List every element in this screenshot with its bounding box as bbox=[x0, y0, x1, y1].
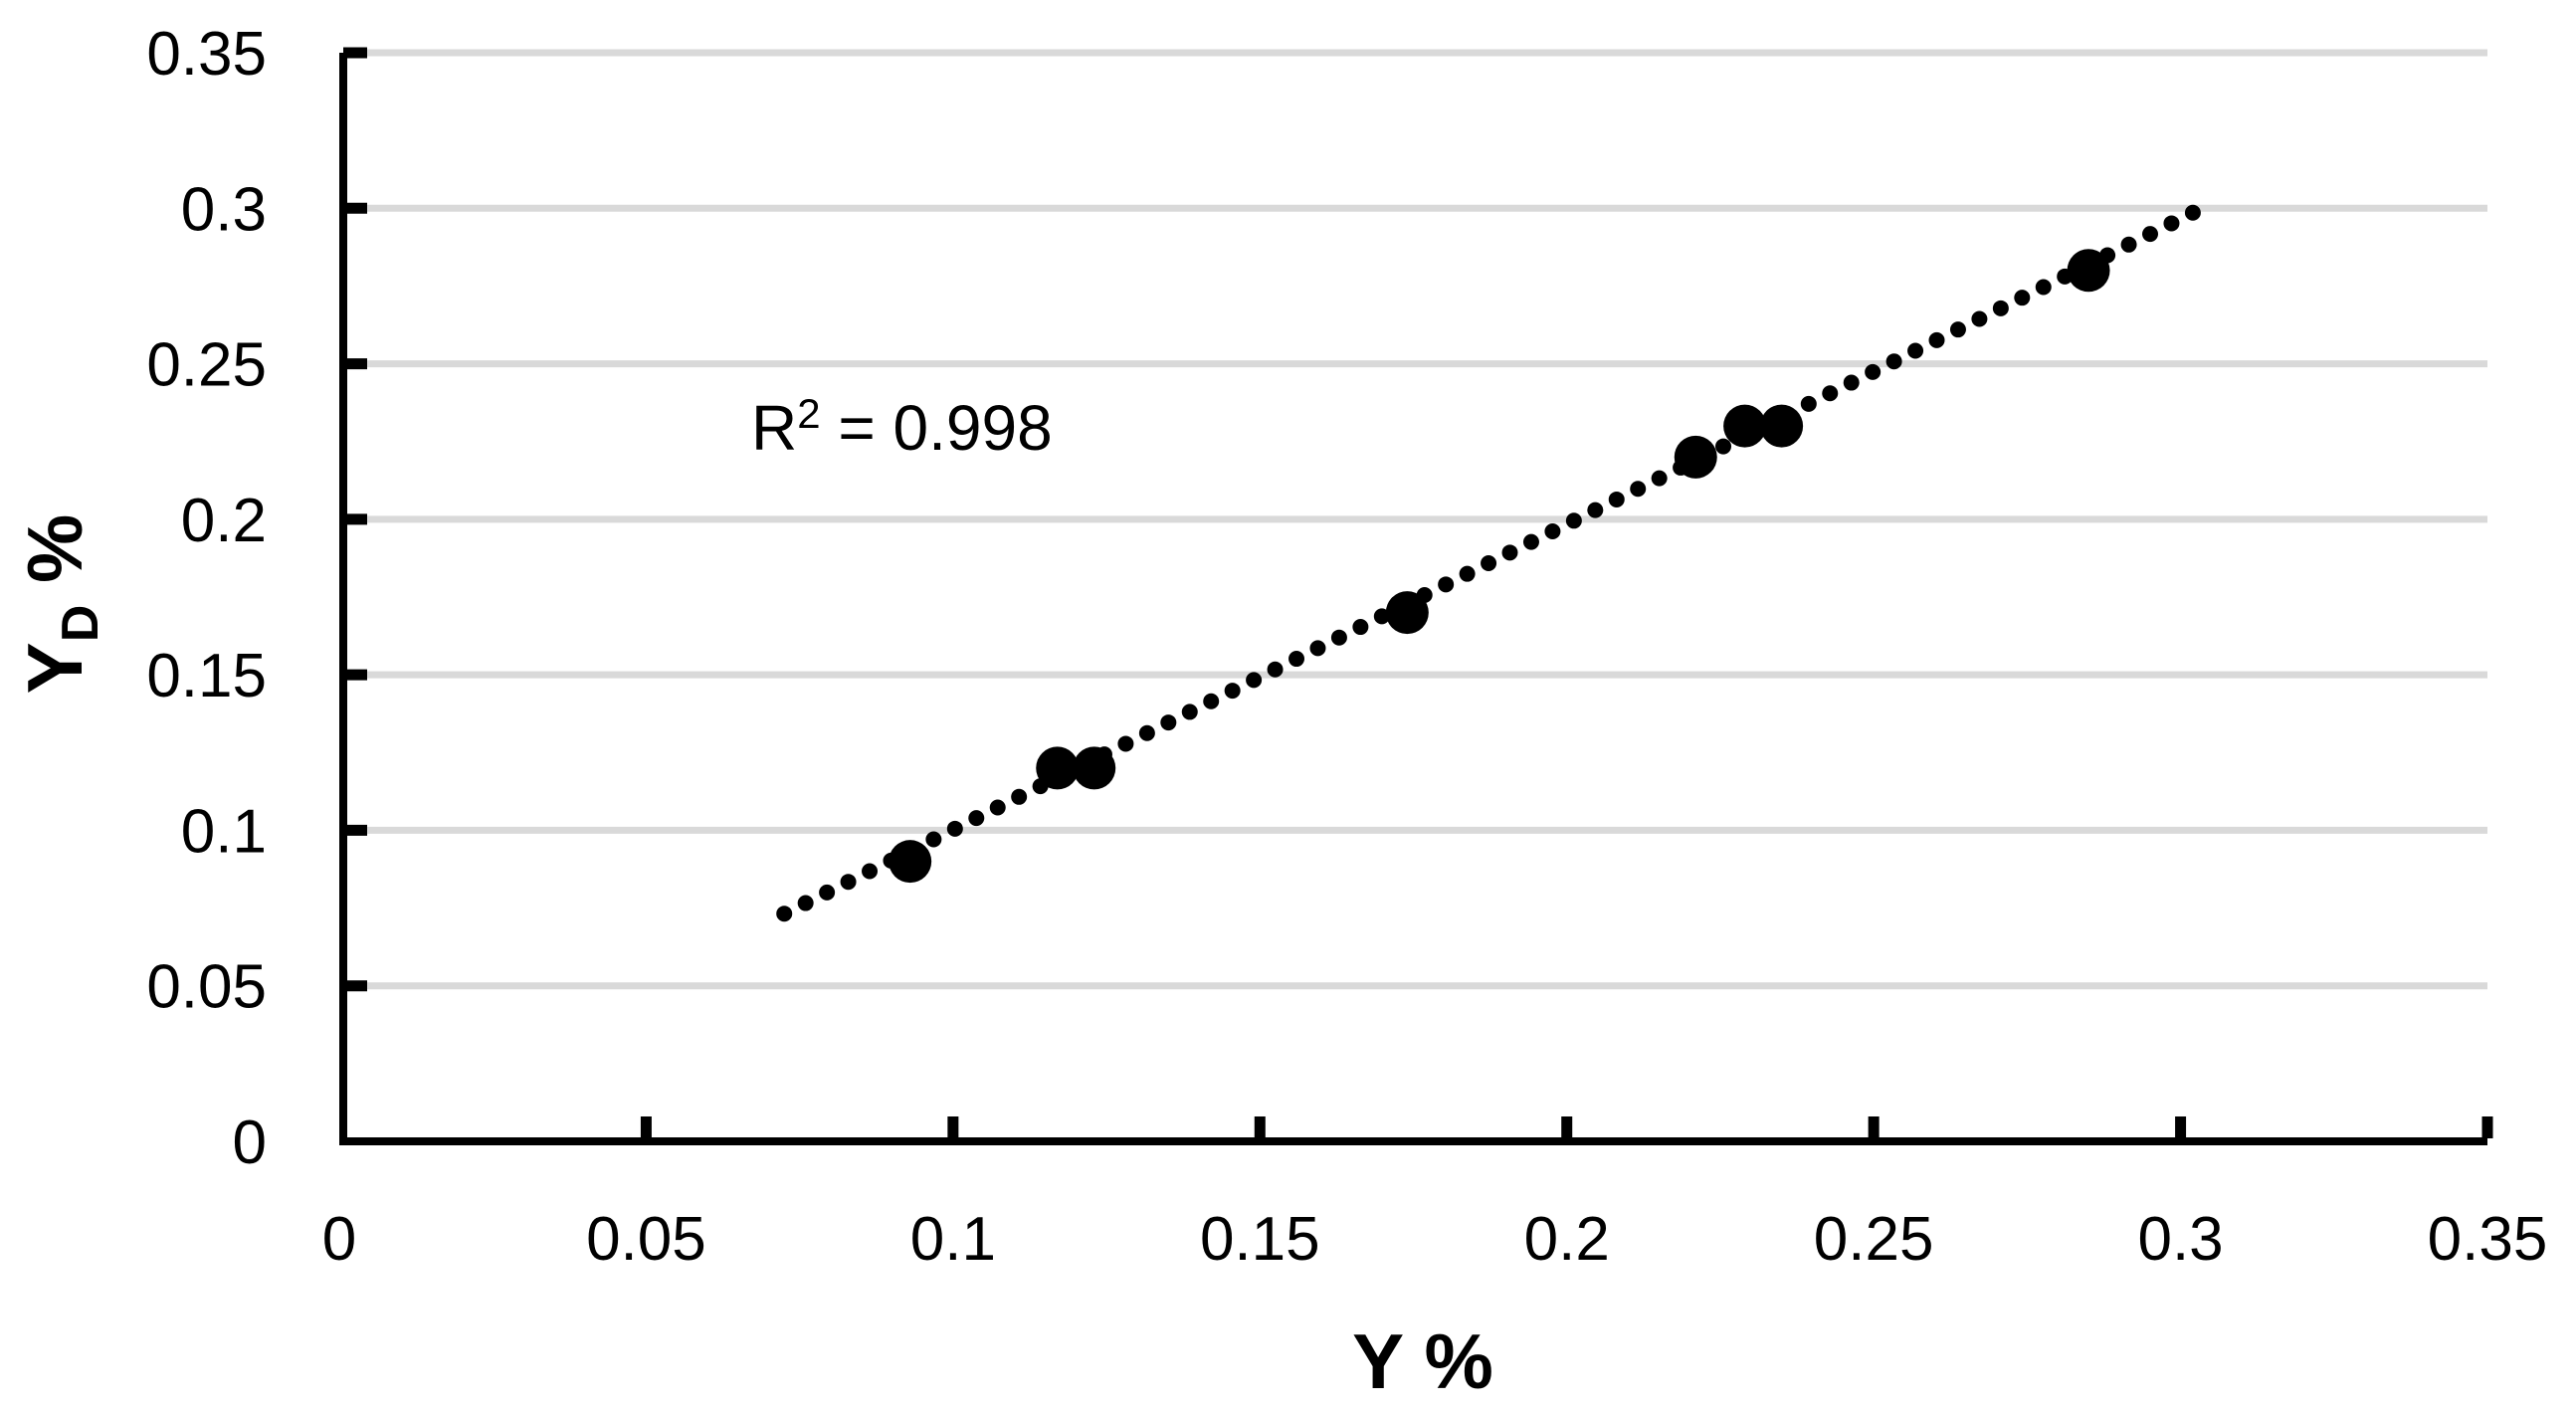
trendline-dot bbox=[819, 884, 836, 901]
y-tick-label: 0.35 bbox=[146, 20, 267, 89]
trendline-dot bbox=[1651, 470, 1668, 487]
trendline-dot bbox=[1971, 310, 1988, 327]
data-point bbox=[2067, 249, 2110, 293]
trendline-dot bbox=[1800, 395, 1817, 412]
y-tick-label: 0.25 bbox=[146, 331, 267, 400]
trendline-dot bbox=[1992, 300, 2009, 316]
trendline-dot bbox=[1565, 512, 1582, 529]
x-tick-label: 0.2 bbox=[1524, 1205, 1610, 1274]
data-point bbox=[1760, 404, 1804, 448]
trendline-dot bbox=[1928, 331, 1945, 348]
x-tick-label: 0.15 bbox=[1200, 1205, 1320, 1274]
trendline-dot bbox=[1288, 651, 1305, 668]
x-axis-title: Y % bbox=[1352, 1317, 1493, 1405]
x-tick-label: 0.3 bbox=[2137, 1205, 2223, 1274]
x-tick-label: 0.1 bbox=[910, 1205, 996, 1274]
trendline-dot bbox=[797, 895, 814, 911]
trendline-dot bbox=[1309, 640, 1326, 657]
trendline-dot bbox=[1885, 353, 1902, 370]
data-point bbox=[1036, 746, 1080, 790]
y-axis-title: YD % bbox=[11, 514, 109, 695]
data-point bbox=[1674, 435, 1717, 479]
x-tick-label: 0.35 bbox=[2428, 1205, 2548, 1274]
trendline-dot bbox=[2142, 226, 2159, 243]
trendline-dot bbox=[1373, 608, 1390, 625]
trendline-dot bbox=[1246, 672, 1263, 689]
x-tick-label: 0.25 bbox=[1814, 1205, 1934, 1274]
trendline-dot bbox=[1138, 724, 1155, 741]
trendline-dot bbox=[1907, 342, 1924, 359]
y-tick-label: 0 bbox=[233, 1109, 267, 1177]
trendline-dot bbox=[1117, 735, 1134, 752]
trendline-dot bbox=[2120, 236, 2137, 253]
trendline-dot bbox=[1203, 693, 1220, 709]
y-tick-label: 0.3 bbox=[181, 175, 267, 244]
trendline-dot bbox=[1181, 704, 1198, 720]
trendline-dot bbox=[2184, 204, 2201, 221]
y-tick-label: 0.05 bbox=[146, 953, 267, 1022]
trendline-dot bbox=[1352, 619, 1369, 636]
trendline-dot bbox=[2014, 290, 2031, 306]
trendline-dot bbox=[1522, 533, 1539, 550]
trendline-dot bbox=[1330, 629, 1347, 646]
trendline-dot bbox=[1501, 544, 1518, 561]
trendline-dot bbox=[2163, 215, 2180, 232]
trendline-dot bbox=[1481, 554, 1497, 571]
trendline-dot bbox=[1865, 363, 1882, 380]
r-squared-annotation: R2 = 0.998 bbox=[751, 390, 1053, 464]
trendline-dot bbox=[1608, 491, 1625, 507]
y-tick-label: 0.1 bbox=[181, 797, 267, 866]
trendline-dot bbox=[776, 906, 793, 922]
trendline-dot bbox=[1438, 576, 1455, 593]
trendline-dot bbox=[2035, 279, 2052, 296]
y-tick-label: 0.2 bbox=[181, 487, 267, 555]
trendline-dot bbox=[1459, 565, 1476, 582]
trendline-dot bbox=[1843, 374, 1860, 391]
data-point bbox=[1723, 404, 1767, 448]
trendline-dot bbox=[925, 831, 942, 848]
x-tick-label: 0 bbox=[322, 1205, 356, 1274]
x-tick-label: 0.05 bbox=[586, 1205, 706, 1274]
trendline-dot bbox=[946, 820, 963, 837]
data-point bbox=[1073, 746, 1116, 790]
trendline-dot bbox=[1949, 321, 1966, 338]
trendline-dot bbox=[1160, 714, 1177, 731]
trendline-dot bbox=[989, 799, 1006, 816]
data-point bbox=[1385, 591, 1429, 635]
trendline-dot bbox=[862, 863, 879, 880]
trendline-dot bbox=[1544, 522, 1561, 539]
trendline-dot bbox=[1224, 683, 1241, 700]
data-point bbox=[889, 840, 932, 884]
trendline-dot bbox=[1630, 481, 1647, 498]
trendline-dot bbox=[1267, 661, 1284, 678]
trendline-dot bbox=[1715, 438, 1732, 455]
trendline-dot bbox=[840, 874, 857, 891]
trendline-dot bbox=[968, 810, 985, 827]
trendline-dot bbox=[1822, 385, 1839, 402]
y-tick-label: 0.15 bbox=[146, 642, 267, 710]
trendline-dot bbox=[1011, 788, 1028, 805]
trendline-dot bbox=[1587, 502, 1604, 518]
